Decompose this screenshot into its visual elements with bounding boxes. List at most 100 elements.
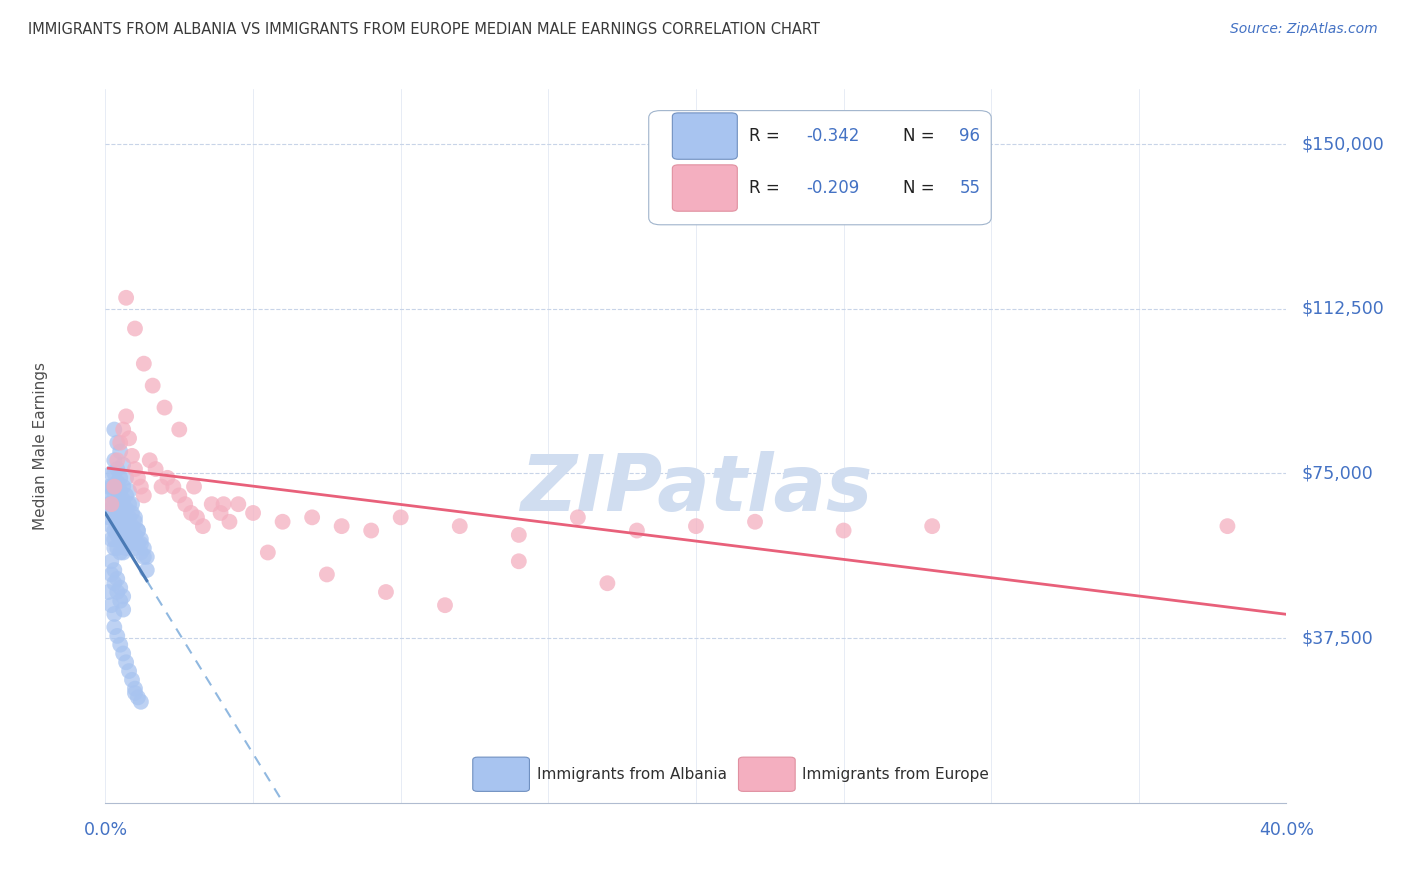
- Point: [105, 435, 128, 450]
- Point: [105, 585, 128, 599]
- Point: [115, 409, 138, 424]
- Point: [100, 554, 122, 568]
- Point: [103, 423, 125, 437]
- Point: [127, 537, 149, 551]
- Point: [129, 545, 152, 559]
- FancyBboxPatch shape: [672, 113, 737, 160]
- Point: [105, 572, 128, 586]
- Point: [110, 545, 132, 559]
- Point: [921, 519, 943, 533]
- Point: [100, 501, 122, 516]
- Point: [103, 497, 125, 511]
- Point: [129, 695, 152, 709]
- Point: [121, 497, 143, 511]
- Point: [124, 541, 146, 555]
- Point: [186, 510, 208, 524]
- Point: [567, 510, 589, 524]
- FancyBboxPatch shape: [648, 111, 991, 225]
- Point: [118, 524, 141, 538]
- Point: [626, 524, 648, 538]
- Point: [110, 581, 132, 595]
- Point: [129, 533, 152, 547]
- Point: [132, 357, 155, 371]
- Point: [105, 541, 128, 555]
- Point: [121, 506, 143, 520]
- Point: [301, 510, 323, 524]
- Point: [100, 497, 122, 511]
- Point: [449, 519, 471, 533]
- Point: [685, 519, 707, 533]
- Point: [115, 471, 138, 485]
- Point: [115, 501, 138, 516]
- Text: Median Male Earnings: Median Male Earnings: [32, 362, 48, 530]
- Point: [135, 549, 157, 564]
- Point: [105, 629, 128, 643]
- Point: [112, 519, 135, 533]
- Point: [129, 480, 152, 494]
- Text: ZIPatlas: ZIPatlas: [520, 450, 872, 527]
- Point: [127, 690, 149, 705]
- Point: [360, 524, 382, 538]
- Point: [135, 563, 157, 577]
- Point: [226, 497, 250, 511]
- Point: [124, 686, 146, 700]
- Point: [100, 533, 122, 547]
- Point: [112, 480, 135, 494]
- Text: $112,500: $112,500: [1302, 300, 1384, 318]
- Point: [103, 480, 125, 494]
- Point: [180, 506, 202, 520]
- Point: [100, 467, 122, 481]
- Point: [112, 458, 135, 472]
- Point: [115, 655, 138, 669]
- Point: [105, 475, 128, 490]
- Point: [156, 471, 179, 485]
- Point: [374, 585, 396, 599]
- Point: [118, 510, 141, 524]
- Point: [110, 594, 132, 608]
- Point: [110, 435, 132, 450]
- Point: [142, 378, 165, 392]
- Point: [105, 453, 128, 467]
- Point: [124, 681, 146, 696]
- Point: [110, 483, 132, 498]
- Text: Immigrants from Europe: Immigrants from Europe: [803, 767, 990, 781]
- Point: [218, 515, 240, 529]
- Point: [105, 519, 128, 533]
- Point: [124, 528, 146, 542]
- Point: [132, 541, 155, 555]
- Text: $150,000: $150,000: [1302, 135, 1384, 153]
- Text: N =: N =: [903, 179, 939, 197]
- Point: [174, 497, 197, 511]
- Point: [118, 431, 141, 445]
- Text: 55: 55: [959, 179, 980, 197]
- Point: [596, 576, 619, 591]
- Point: [110, 506, 132, 520]
- Point: [103, 467, 125, 481]
- Point: [112, 492, 135, 507]
- FancyBboxPatch shape: [738, 757, 796, 791]
- Point: [118, 483, 141, 498]
- Point: [315, 567, 337, 582]
- Point: [132, 549, 155, 564]
- Point: [209, 506, 232, 520]
- Point: [256, 545, 278, 559]
- Point: [103, 563, 125, 577]
- Point: [103, 541, 125, 555]
- Text: 40.0%: 40.0%: [1258, 821, 1315, 838]
- Text: R =: R =: [749, 179, 785, 197]
- Point: [112, 545, 135, 559]
- Point: [744, 515, 766, 529]
- Point: [103, 620, 125, 634]
- Point: [121, 673, 143, 687]
- Point: [169, 423, 191, 437]
- Point: [112, 506, 135, 520]
- Point: [103, 510, 125, 524]
- Point: [832, 524, 855, 538]
- Point: [105, 497, 128, 511]
- Text: Source: ZipAtlas.com: Source: ZipAtlas.com: [1230, 22, 1378, 37]
- Point: [242, 506, 264, 520]
- Point: [212, 497, 235, 511]
- Text: IMMIGRANTS FROM ALBANIA VS IMMIGRANTS FROM EUROPE MEDIAN MALE EARNINGS CORRELATI: IMMIGRANTS FROM ALBANIA VS IMMIGRANTS FR…: [28, 22, 820, 37]
- Point: [110, 471, 132, 485]
- Point: [508, 528, 530, 542]
